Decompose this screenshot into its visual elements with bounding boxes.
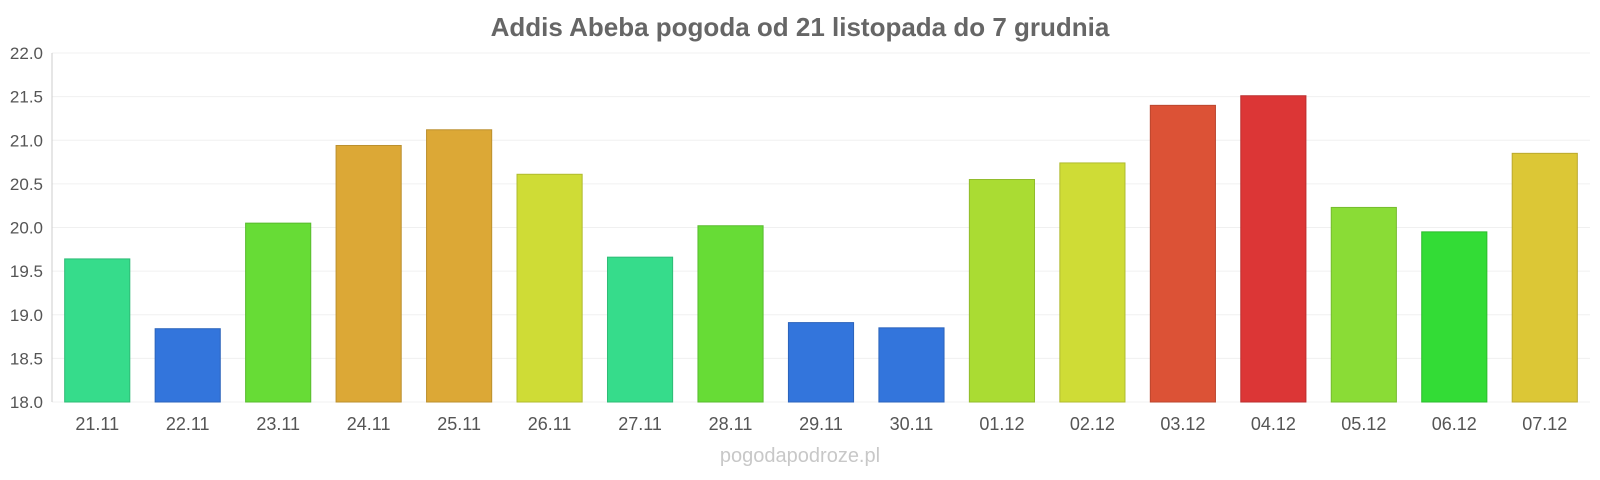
bar-04.12 bbox=[1240, 95, 1307, 403]
x-tick-label: 02.12 bbox=[1070, 414, 1115, 434]
bar-21.11 bbox=[64, 258, 131, 403]
x-tick-label: 25.11 bbox=[437, 414, 481, 434]
x-tick-label: 04.12 bbox=[1251, 414, 1296, 434]
y-tick-label: 22.0 bbox=[10, 44, 43, 63]
y-tick-label: 19.0 bbox=[10, 306, 43, 325]
bar-01.12 bbox=[968, 179, 1036, 403]
y-tick-label: 20.5 bbox=[10, 175, 43, 194]
y-tick-label: 18.5 bbox=[10, 349, 43, 368]
x-tick-label: 05.12 bbox=[1341, 414, 1386, 434]
y-tick-label: 19.5 bbox=[10, 262, 43, 281]
x-tick-label: 03.12 bbox=[1160, 414, 1205, 434]
x-tick-label: 26.11 bbox=[528, 414, 572, 434]
bar-30.11 bbox=[878, 327, 945, 403]
bar-07.12 bbox=[1511, 152, 1578, 403]
x-tick-label: 07.12 bbox=[1522, 414, 1567, 434]
x-tick-label: 21.11 bbox=[75, 414, 119, 434]
bar-06.12 bbox=[1421, 231, 1488, 403]
chart-title: Addis Abeba pogoda od 21 listopada do 7 … bbox=[491, 12, 1110, 42]
y-axis: 18.0 18.5 19.0 19.5 20.0 20.5 21.0 21.5 22.0 bbox=[10, 44, 43, 412]
x-tick-label: 27.11 bbox=[618, 414, 662, 434]
x-axis: 21.11 22.11 23.11 24.11 25.11 26.11 27.11 28.11… bbox=[75, 414, 1567, 434]
bar-23.11 bbox=[245, 222, 312, 403]
bar-26.11 bbox=[516, 173, 583, 403]
x-tick-label: 29.11 bbox=[799, 414, 843, 434]
x-tick-label: 23.11 bbox=[256, 414, 300, 434]
watermark: pogodapodroze.pl bbox=[720, 445, 880, 467]
x-tick-label: 06.12 bbox=[1432, 414, 1477, 434]
bar-27.11 bbox=[606, 256, 674, 403]
y-tick-label: 21.5 bbox=[10, 88, 43, 107]
bar-05.12 bbox=[1330, 206, 1397, 403]
bar-25.11 bbox=[426, 129, 493, 403]
bar-03.12 bbox=[1149, 104, 1216, 403]
y-tick-label: 20.0 bbox=[10, 219, 43, 238]
bar-29.11 bbox=[787, 322, 855, 403]
bar-28.11 bbox=[697, 225, 764, 403]
x-tick-label: 28.11 bbox=[709, 414, 753, 434]
y-tick-label: 21.0 bbox=[10, 131, 43, 150]
bar-24.11 bbox=[335, 144, 402, 403]
x-tick-label: 01.12 bbox=[979, 414, 1024, 434]
x-tick-label: 24.11 bbox=[347, 414, 391, 434]
bar-22.11 bbox=[154, 328, 221, 403]
y-tick-label: 18.0 bbox=[10, 393, 43, 412]
bar-02.12 bbox=[1059, 162, 1126, 403]
x-tick-label: 22.11 bbox=[166, 414, 210, 434]
x-tick-label: 30.11 bbox=[890, 414, 934, 434]
bars bbox=[64, 95, 1578, 403]
